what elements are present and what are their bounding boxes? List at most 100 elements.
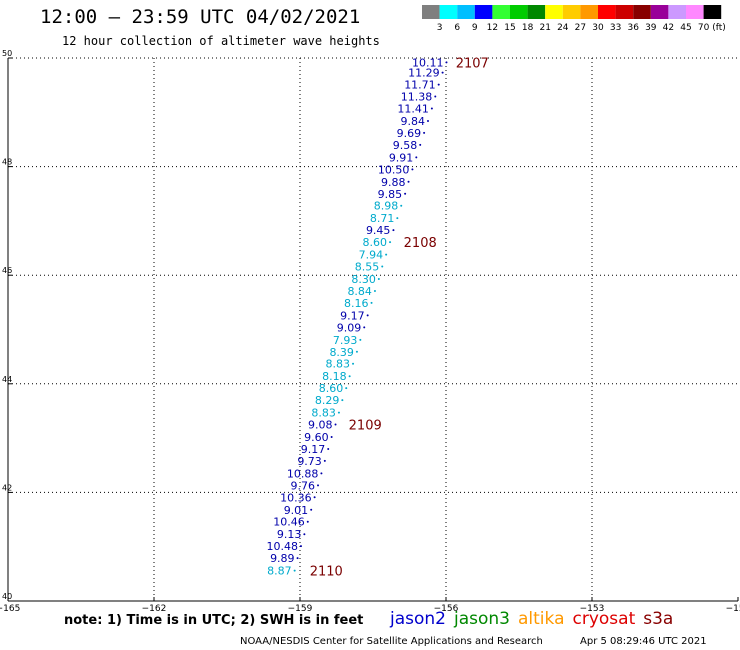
- color-bar-label: 39: [645, 23, 657, 33]
- swh-value-label: 9.01: [284, 504, 309, 517]
- swh-point-marker: [415, 156, 418, 159]
- swh-value-label: 9.76: [291, 479, 316, 492]
- swh-value-label: 10.36: [280, 491, 312, 504]
- swh-value-label: 7.93: [333, 334, 358, 347]
- swh-point-marker: [303, 533, 306, 536]
- swh-value-label: 9.17: [340, 309, 365, 322]
- swh-value-label: 9.09: [337, 321, 362, 334]
- y-tick-label: 40: [2, 592, 12, 601]
- x-tick-label: −150: [726, 604, 740, 614]
- swh-value-label: 11.41: [397, 102, 429, 115]
- color-bar-swatch: [580, 5, 598, 19]
- swh-point-marker: [411, 168, 414, 171]
- x-tick-label: −165: [0, 604, 20, 614]
- swh-point-marker: [441, 71, 444, 74]
- swh-point-marker: [434, 95, 437, 98]
- swh-point-marker: [293, 569, 296, 572]
- swh-point-marker: [355, 350, 358, 353]
- swh-point-marker: [370, 301, 373, 304]
- y-tick-label: 42: [2, 483, 12, 492]
- satellite-legend: jason2 jason3 altika cryosat s3a: [390, 609, 681, 629]
- footer-note: note: 1) Time is in UTC; 2) SWH is in fe…: [64, 613, 364, 628]
- grid-lines: [8, 57, 738, 601]
- color-bar-label: 33: [610, 23, 621, 33]
- swh-value-label: 9.17: [301, 443, 326, 456]
- swh-point-marker: [352, 362, 355, 365]
- swh-point-marker: [334, 423, 337, 426]
- swh-value-label: 9.45: [366, 224, 391, 237]
- chart-title: 12:00 – 23:59 UTC 04/02/2021: [40, 6, 361, 28]
- y-tick-label: 50: [2, 49, 12, 58]
- swh-point-marker: [296, 557, 299, 560]
- swh-value-label: 11.29: [408, 67, 440, 80]
- y-tick-label: 46: [2, 266, 12, 275]
- swh-value-label: 8.18: [322, 370, 347, 383]
- swh-value-label: 9.88: [381, 176, 406, 189]
- swh-point-marker: [363, 326, 366, 329]
- swh-point-marker: [392, 229, 395, 232]
- swh-value-label: 9.08: [308, 419, 333, 432]
- swh-value-label: 7.94: [359, 249, 384, 262]
- color-bar-swatch: [562, 5, 581, 19]
- swh-value-label: 8.84: [347, 285, 372, 298]
- color-bar-label: 42: [663, 23, 674, 33]
- generated-timestamp: Apr 5 08:29:46 UTC 2021: [580, 636, 707, 647]
- swh-value-label: 8.29: [315, 394, 340, 407]
- color-bar-label: 3: [437, 23, 443, 33]
- color-bar-label: 70: [698, 23, 710, 33]
- swh-value-label: 8.60: [363, 236, 388, 249]
- time-label: 2107: [456, 56, 489, 71]
- swh-value-label: 9.85: [378, 188, 403, 201]
- swh-value-label: 8.60: [319, 382, 344, 395]
- swh-point-marker: [320, 472, 323, 475]
- time-labels: 2107 2108 2109 2110: [310, 56, 489, 579]
- satellite-legend-altika: altika: [518, 609, 565, 629]
- swh-value-label: 8.98: [374, 200, 399, 213]
- swh-value-label: 9.69: [397, 127, 422, 140]
- color-bar-swatch: [422, 5, 440, 19]
- satellite-legend-jason3: jason3: [454, 609, 510, 629]
- y-tick-label: 44: [2, 375, 12, 384]
- color-bar-swatch: [510, 5, 528, 19]
- swh-point-marker: [373, 289, 376, 292]
- color-bar-label: 24: [557, 23, 569, 33]
- swh-point-marker: [445, 61, 448, 64]
- swh-point-marker: [310, 508, 313, 511]
- satellite-legend-jason2: jason2: [390, 609, 446, 629]
- swh-point-marker: [419, 143, 422, 146]
- swh-value-label: 10.50: [378, 163, 410, 176]
- swh-point-marker: [426, 119, 429, 122]
- color-bar-swatch: [668, 5, 686, 19]
- swh-value-label: 9.13: [277, 528, 302, 541]
- swh-value-label: 10.88: [287, 467, 319, 480]
- color-bar-label: 9: [472, 23, 478, 33]
- x-tick-label: −159: [288, 604, 313, 614]
- swh-value-label: 8.83: [326, 358, 351, 371]
- swh-value-label: 8.16: [344, 297, 369, 310]
- swh-value-label: 10.46: [273, 516, 305, 529]
- time-label: 2109: [349, 419, 382, 434]
- x-tick-label: −153: [580, 604, 605, 614]
- swh-point-marker: [437, 83, 440, 86]
- color-bar-swatch: [492, 5, 510, 19]
- swh-point-marker: [306, 520, 309, 523]
- axis-tick-labels: −165 −162 −159 −156 −153 −150 40 42 44 46 48 50: [0, 49, 740, 614]
- swh-point-marker: [430, 107, 433, 110]
- color-bar-label: 27: [575, 23, 586, 33]
- swh-value-label: 9.58: [393, 139, 418, 152]
- swh-point-marker: [345, 387, 348, 390]
- swh-value-label: 9.73: [297, 455, 322, 468]
- swh-point-marker: [317, 484, 320, 487]
- credit-text: NOAA/NESDIS Center for Satellite Applica…: [240, 636, 543, 647]
- color-bar-label: 45: [680, 23, 691, 33]
- color-bar-swatch: [474, 5, 493, 19]
- color-bar-unit: (ft): [712, 23, 726, 33]
- color-bar-swatch: [650, 5, 669, 19]
- swh-value-label: 8.55: [355, 261, 380, 274]
- color-bar: 3 6 9 12 15 18 21 24 27 30 33 36 39 42 45 70 (ft): [422, 5, 726, 33]
- swh-value-label: 8.83: [311, 407, 336, 420]
- swh-point-marker: [389, 241, 392, 244]
- swh-point-marker: [407, 180, 410, 183]
- swh-point-marker: [400, 204, 403, 207]
